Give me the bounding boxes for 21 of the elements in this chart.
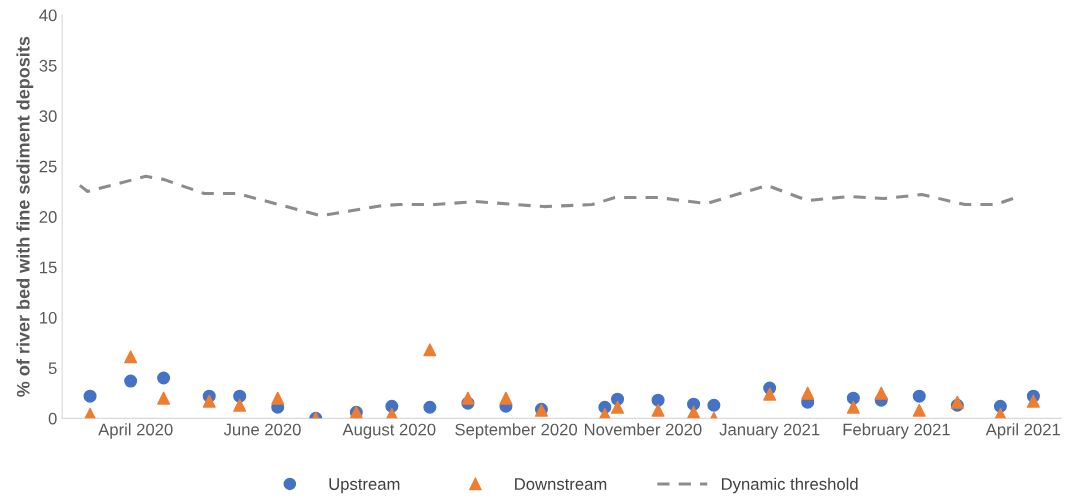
x-tick-label: April 2021 <box>985 423 1060 439</box>
y-tick-label: 20 <box>39 211 57 223</box>
x-tick-label: January 2021 <box>719 423 820 439</box>
legend-label: Upstream <box>329 478 400 494</box>
y-tick-label: 0 <box>48 412 57 425</box>
legend-label: Downstream <box>515 478 607 490</box>
x-tick-label: September 2020 <box>455 423 578 439</box>
y-axis-title: % of river bed with fine sediment deposits <box>16 36 34 397</box>
y-tick-label: 30 <box>39 110 57 123</box>
x-tick-label: November 2020 <box>584 423 702 436</box>
x-tick-label: April 2020 <box>98 423 173 439</box>
x-tick-label: February 2021 <box>843 423 950 439</box>
x-tick-label: August 2020 <box>342 423 436 439</box>
y-tick-label: 25 <box>39 160 57 173</box>
x-tick-label: June 2020 <box>223 423 301 436</box>
legend-label: Dynamic threshold <box>721 477 858 494</box>
y-tick-label: 5 <box>48 362 57 375</box>
y-tick-label: 40 <box>39 9 57 22</box>
y-tick-label: 15 <box>40 261 57 274</box>
y-tick-label: 10 <box>40 311 57 324</box>
y-tick-label: 35 <box>39 59 57 72</box>
